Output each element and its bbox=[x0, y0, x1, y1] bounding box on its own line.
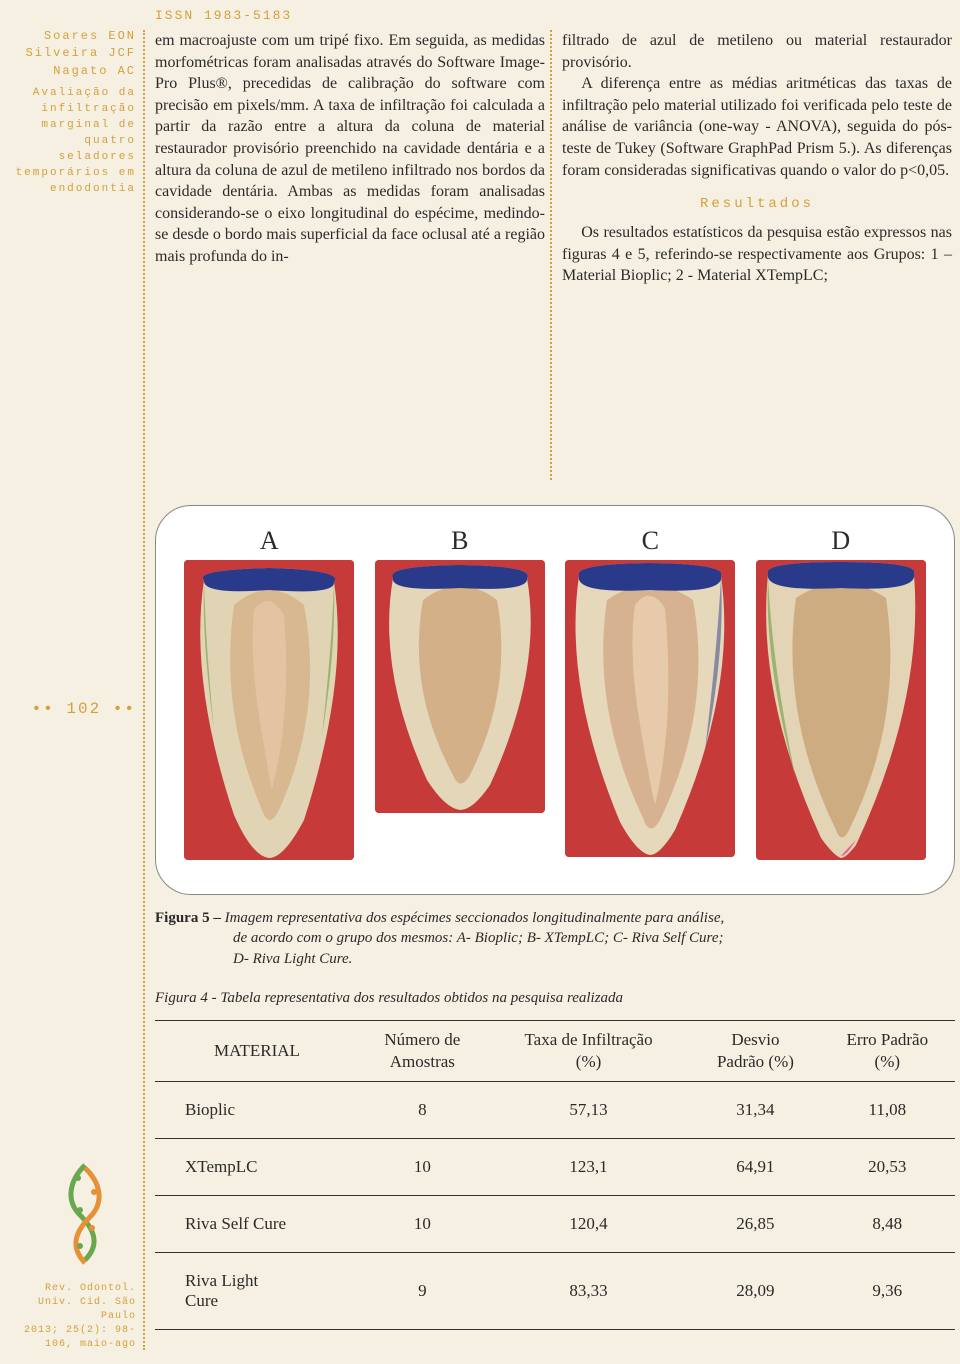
journal-logo bbox=[50, 1160, 120, 1270]
cell: 28,09 bbox=[691, 1253, 819, 1330]
cell: 10 bbox=[359, 1139, 486, 1196]
tooth-image-c bbox=[565, 560, 735, 857]
tooth-col-b: B bbox=[365, 526, 556, 813]
cell: 9,36 bbox=[820, 1253, 955, 1330]
cell-material: Riva Self Cure bbox=[155, 1196, 359, 1253]
cell: 83,33 bbox=[486, 1253, 692, 1330]
cell: 64,91 bbox=[691, 1139, 819, 1196]
fig5-lead: Figura 5 – bbox=[155, 910, 225, 926]
fig-label-b: B bbox=[365, 526, 556, 556]
cell-material: Bioplic bbox=[155, 1082, 359, 1139]
cell-material: XTempLC bbox=[155, 1139, 359, 1196]
table-row: XTempLC 10 123,1 64,91 20,53 bbox=[155, 1139, 955, 1196]
cell: 8,48 bbox=[820, 1196, 955, 1253]
fig-label-a: A bbox=[174, 526, 365, 556]
th-rate: Taxa de Infiltração(%) bbox=[486, 1021, 692, 1082]
fig5-body-line3: D- Riva Light Cure. bbox=[233, 951, 352, 967]
table-row: Riva Self Cure 10 120,4 26,85 8,48 bbox=[155, 1196, 955, 1253]
table-header-row: MATERIAL Número deAmostras Taxa de Infil… bbox=[155, 1021, 955, 1082]
body-column-left: em macroajuste com um tripé fixo. Em seg… bbox=[155, 30, 545, 268]
tooth-image-a bbox=[184, 560, 354, 860]
cell: 26,85 bbox=[691, 1196, 819, 1253]
fig5-body-line2: de acordo com o grupo dos mesmos: A- Bio… bbox=[233, 930, 724, 946]
body-text-r1: filtrado de azul de metileno ou material… bbox=[562, 30, 952, 73]
table-row: Bioplic 8 57,13 31,34 11,08 bbox=[155, 1082, 955, 1139]
article-subtitle: Avaliação da infiltração marginal de qua… bbox=[6, 86, 136, 198]
results-table: MATERIAL Número deAmostras Taxa de Infil… bbox=[155, 1020, 955, 1330]
footer-reference: Rev. Odontol. Univ. Cid. São Paulo2013; … bbox=[6, 1282, 136, 1352]
cell-material: Riva LightCure bbox=[155, 1253, 359, 1330]
fig-label-d: D bbox=[746, 526, 937, 556]
figure-4-caption: Figura 4 - Tabela representativa dos res… bbox=[155, 990, 955, 1007]
th-samples: Número deAmostras bbox=[359, 1021, 486, 1082]
figure-5-caption: Figura 5 – Imagem representativa dos esp… bbox=[155, 908, 955, 969]
page-number-text: •• 102 •• bbox=[32, 700, 136, 718]
tooth-image-d bbox=[756, 560, 926, 860]
tooth-col-d: D bbox=[746, 526, 937, 860]
tooth-col-a: A bbox=[174, 526, 365, 860]
cell: 8 bbox=[359, 1082, 486, 1139]
figure-5-frame: A B C bbox=[155, 505, 955, 895]
fig5-body-line1: Imagem representativa dos espécimes secc… bbox=[225, 910, 725, 926]
cell: 57,13 bbox=[486, 1082, 692, 1139]
sidebar-header: Soares EONSilveira JCFNagato AC Avaliaçã… bbox=[6, 28, 136, 198]
cell: 10 bbox=[359, 1196, 486, 1253]
left-margin-dots bbox=[143, 30, 145, 1350]
th-material: MATERIAL bbox=[155, 1021, 359, 1082]
table-body: Bioplic 8 57,13 31,34 11,08 XTempLC 10 1… bbox=[155, 1082, 955, 1330]
cell: 9 bbox=[359, 1253, 486, 1330]
cell: 120,4 bbox=[486, 1196, 692, 1253]
column-divider bbox=[550, 30, 552, 480]
tooth-image-b bbox=[375, 560, 545, 813]
page-number: •• 102 •• bbox=[6, 700, 136, 718]
cell: 123,1 bbox=[486, 1139, 692, 1196]
tooth-col-c: C bbox=[555, 526, 746, 857]
authors-list: Soares EONSilveira JCFNagato AC bbox=[6, 28, 136, 80]
table-row: Riva LightCure 9 83,33 28,09 9,36 bbox=[155, 1253, 955, 1330]
cell: 11,08 bbox=[820, 1082, 955, 1139]
body-column-right: filtrado de azul de metileno ou material… bbox=[562, 30, 952, 287]
results-heading: Resultados bbox=[562, 195, 952, 214]
fig-label-c: C bbox=[555, 526, 746, 556]
th-se: Erro Padrão(%) bbox=[820, 1021, 955, 1082]
cell: 31,34 bbox=[691, 1082, 819, 1139]
body-text-r3: Os resultados estatísticos da pesquisa e… bbox=[562, 222, 952, 287]
body-text-r2: A diferença entre as médias aritméticas … bbox=[562, 73, 952, 181]
th-sd: DesvioPadrão (%) bbox=[691, 1021, 819, 1082]
body-text-left: em macroajuste com um tripé fixo. Em seg… bbox=[155, 30, 545, 268]
issn-label: ISSN 1983-5183 bbox=[155, 8, 292, 23]
cell: 20,53 bbox=[820, 1139, 955, 1196]
